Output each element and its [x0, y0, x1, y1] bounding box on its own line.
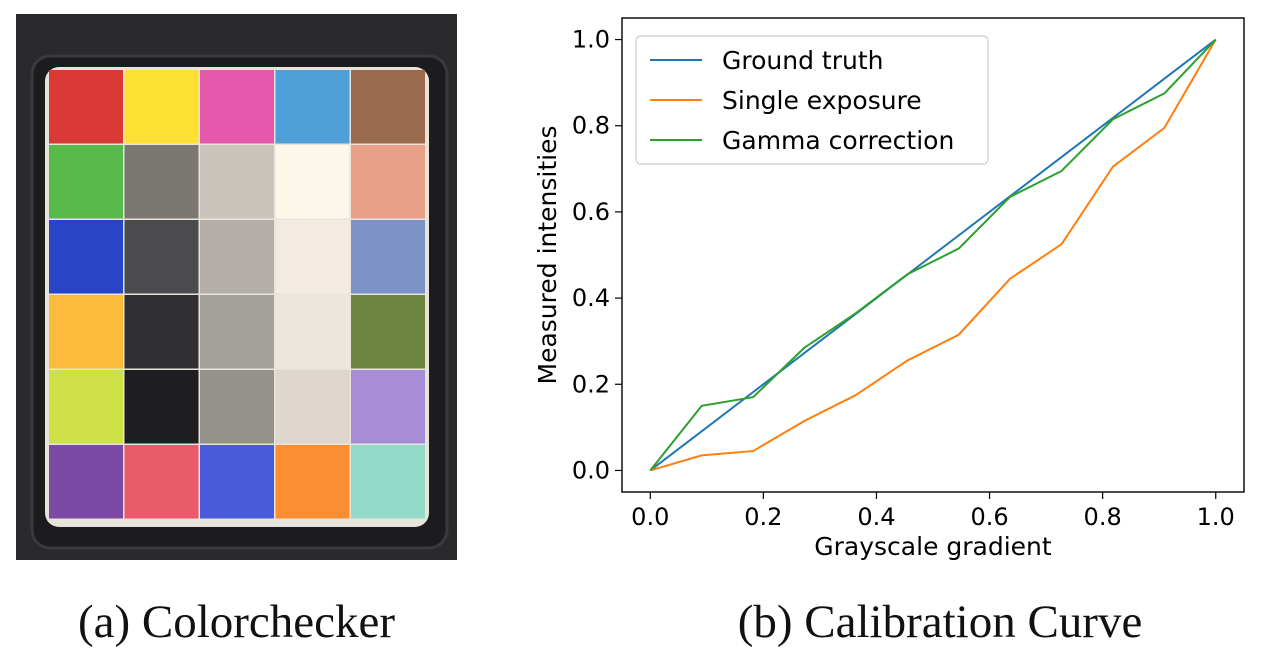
- color-patch: [124, 370, 199, 444]
- y-tick-label: 0.0: [572, 456, 610, 484]
- color-patch: [275, 370, 350, 444]
- x-tick-label: 1.0: [1197, 503, 1235, 531]
- color-patch: [351, 295, 425, 369]
- color-patch: [275, 220, 350, 294]
- color-patch: [200, 370, 274, 444]
- caption-colorchecker: (a) Colorchecker: [77, 596, 396, 648]
- x-tick-label: 0.8: [1084, 503, 1122, 531]
- colorchecker-image: [16, 14, 457, 560]
- color-patch: [351, 145, 425, 219]
- color-patch: [124, 220, 199, 294]
- x-tick-label: 0.0: [631, 503, 669, 531]
- color-patch: [351, 445, 425, 519]
- colorchecker-photo: [16, 14, 457, 560]
- color-patch: [124, 445, 199, 519]
- caption-calibration-curve: (b) Calibration Curve: [737, 596, 1143, 648]
- x-tick-label: 0.4: [857, 503, 895, 531]
- color-patch: [49, 145, 123, 219]
- y-tick-label: 0.4: [572, 284, 610, 312]
- color-patch: [49, 70, 123, 144]
- y-tick-label: 0.6: [572, 198, 610, 226]
- color-patch: [275, 295, 350, 369]
- color-patch: [200, 70, 274, 144]
- color-patch: [49, 370, 123, 444]
- plot-frame: [621, 17, 1245, 493]
- color-patch: [351, 370, 425, 444]
- color-patch: [275, 70, 350, 144]
- calibration-chart: 0.0 0.2 0.4 0.6 0.8 1.0 0.0 0.2 0.4 0.6 0.8 1.0 Gray…: [520, 0, 1262, 580]
- color-patch: [124, 70, 199, 144]
- chart-svg: 0.0 0.2 0.4 0.6 0.8 1.0 0.0 0.2 0.4 0.6 0.8 1.0 Gray…: [533, 17, 1245, 561]
- series-line-single-exposure: [649, 39, 1217, 472]
- color-patch: [200, 145, 274, 219]
- color-patch: [124, 145, 199, 219]
- legend-label: Single exposure: [722, 86, 922, 115]
- y-tick-label: 0.8: [572, 112, 610, 140]
- color-patch: [124, 295, 199, 369]
- y-tick-label: 1.0: [572, 26, 610, 54]
- color-patch: [200, 220, 274, 294]
- y-axis-label: Measured intensities: [533, 125, 562, 384]
- legend-box: [635, 35, 989, 165]
- color-patch: [200, 445, 274, 519]
- color-patch: [49, 220, 123, 294]
- color-patch: [275, 445, 350, 519]
- legend: Ground truth Single exposure Gamma correct…: [635, 35, 989, 165]
- color-patch: [351, 70, 425, 144]
- color-patch: [351, 220, 425, 294]
- x-tick-label: 0.6: [970, 503, 1008, 531]
- color-patch: [49, 445, 123, 519]
- series-line-gamma-correction: [649, 38, 1217, 472]
- color-patch: [200, 295, 274, 369]
- x-tick-label: 0.2: [744, 503, 782, 531]
- color-patch: [49, 295, 123, 369]
- legend-label: Ground truth: [722, 46, 883, 75]
- legend-label: Gamma correction: [722, 126, 954, 155]
- x-axis-label: Grayscale gradient: [814, 532, 1052, 561]
- y-tick-label: 0.2: [572, 370, 610, 398]
- color-patch: [275, 145, 350, 219]
